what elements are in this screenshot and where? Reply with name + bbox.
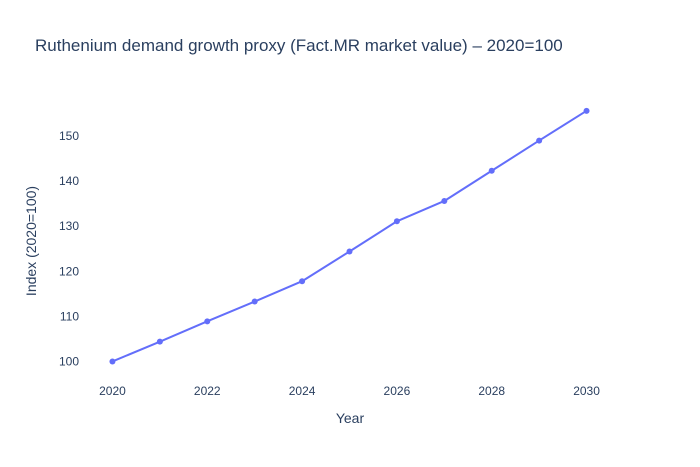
data-point[interactable] <box>109 358 116 365</box>
data-point[interactable] <box>251 298 258 305</box>
data-point[interactable] <box>441 197 448 204</box>
data-point[interactable] <box>536 137 543 144</box>
data-point[interactable] <box>583 107 590 114</box>
y-tick-label: 140 <box>59 174 79 188</box>
y-tick-label: 100 <box>59 354 79 368</box>
data-point[interactable] <box>204 318 211 325</box>
x-tick-label: 2028 <box>478 384 505 398</box>
x-tick-label: 2024 <box>289 384 316 398</box>
x-axis-ticks: 2020 2022 2024 2026 2028 2030 <box>99 384 600 398</box>
chart-title: Ruthenium demand growth proxy (Fact.MR m… <box>35 36 563 55</box>
data-point[interactable] <box>393 218 400 225</box>
y-tick-label: 110 <box>60 309 79 323</box>
data-point[interactable] <box>346 248 353 255</box>
x-tick-label: 2030 <box>573 384 600 398</box>
y-axis-ticks: 100 110 120 130 140 150 <box>59 129 79 368</box>
y-axis-title: Index (2020=100) <box>23 186 39 296</box>
y-tick-label: 150 <box>59 129 79 143</box>
x-tick-label: 2022 <box>194 384 221 398</box>
x-tick-label: 2020 <box>99 384 126 398</box>
series-layer <box>109 107 590 365</box>
data-point[interactable] <box>156 338 163 345</box>
y-tick-label: 120 <box>59 264 79 278</box>
data-point[interactable] <box>488 167 495 174</box>
data-point[interactable] <box>299 278 306 285</box>
x-tick-label: 2026 <box>384 384 411 398</box>
y-tick-label: 130 <box>59 219 79 233</box>
x-axis-title: Year <box>336 410 365 426</box>
